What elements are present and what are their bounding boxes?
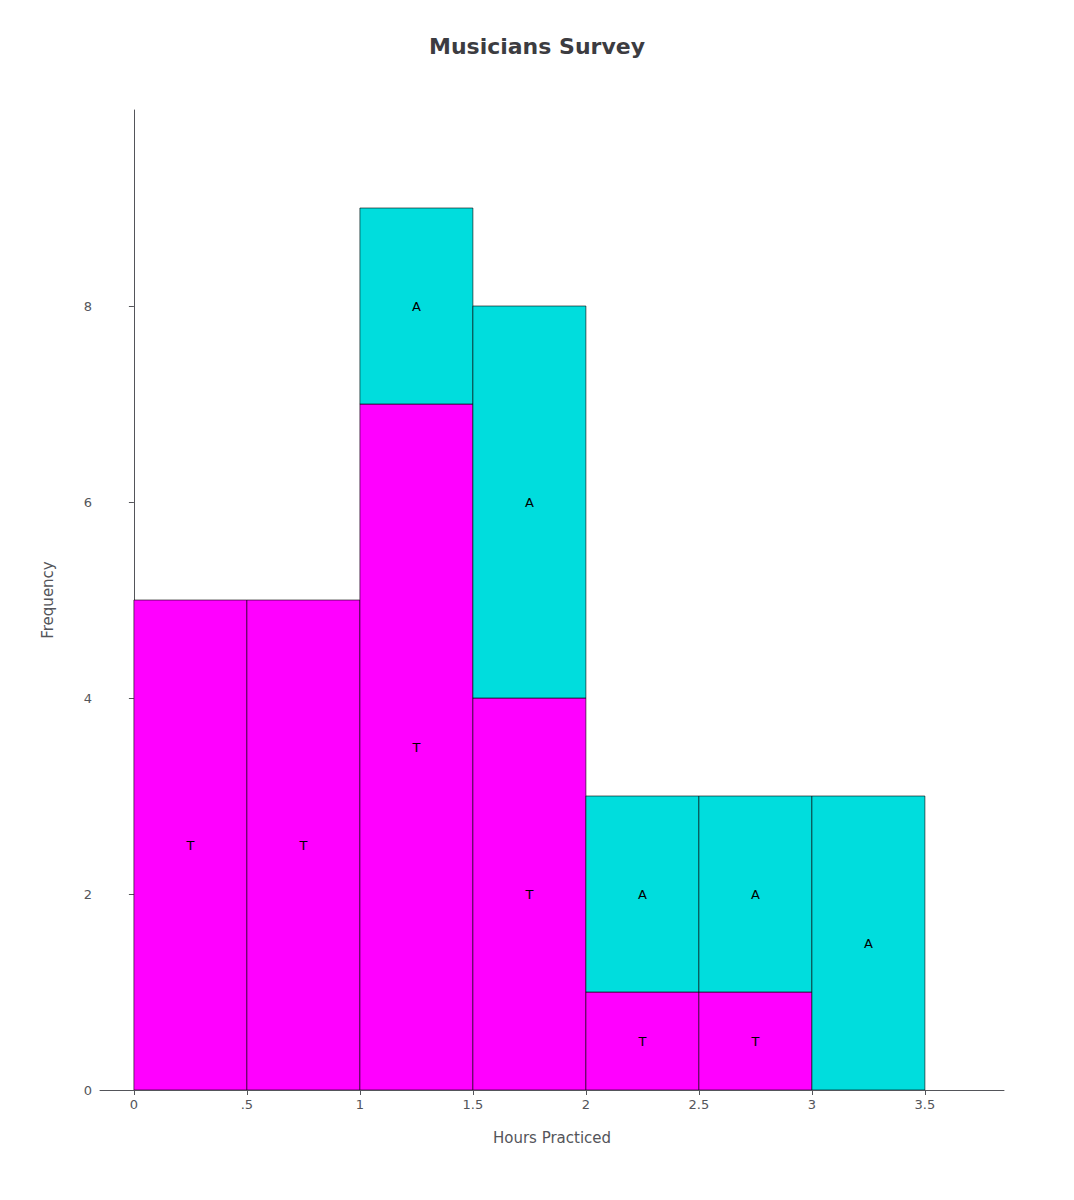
svg-text:T: T [524, 887, 533, 902]
svg-text:2: 2 [582, 1097, 590, 1112]
svg-text:0: 0 [130, 1097, 138, 1112]
svg-text:A: A [864, 936, 873, 951]
svg-text:A: A [638, 887, 647, 902]
svg-text:T: T [185, 838, 194, 853]
svg-text:8: 8 [84, 299, 92, 314]
svg-text:2.5: 2.5 [689, 1097, 710, 1112]
svg-text:4: 4 [84, 691, 92, 706]
svg-text:6: 6 [84, 495, 92, 510]
svg-text:T: T [411, 740, 420, 755]
svg-text:.5: .5 [241, 1097, 253, 1112]
svg-text:T: T [750, 1034, 759, 1049]
svg-text:Musicians Survey: Musicians Survey [429, 34, 645, 59]
svg-text:Frequency: Frequency [39, 561, 57, 639]
svg-text:Hours Practiced: Hours Practiced [493, 1129, 611, 1147]
svg-text:A: A [412, 299, 421, 314]
svg-text:A: A [751, 887, 760, 902]
svg-text:1.5: 1.5 [463, 1097, 484, 1112]
svg-text:0: 0 [84, 1083, 92, 1098]
svg-text:T: T [637, 1034, 646, 1049]
svg-text:2: 2 [84, 887, 92, 902]
svg-text:1: 1 [356, 1097, 364, 1112]
svg-text:T: T [298, 838, 307, 853]
svg-text:3.5: 3.5 [915, 1097, 936, 1112]
svg-text:A: A [525, 495, 534, 510]
svg-text:3: 3 [808, 1097, 816, 1112]
